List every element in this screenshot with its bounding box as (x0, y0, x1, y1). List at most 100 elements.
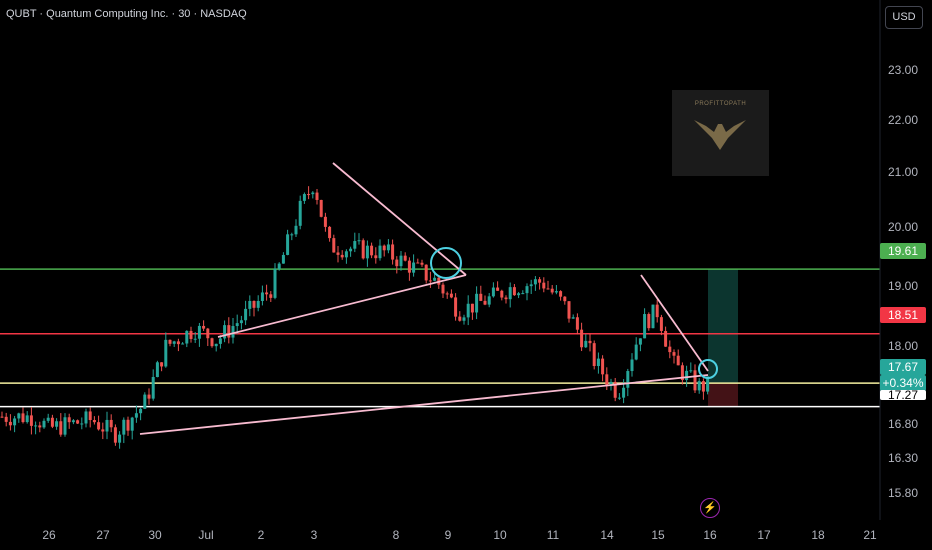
candle-body (504, 297, 508, 300)
watermark-text: PROFITTOPATH (694, 101, 747, 107)
candle-body (155, 362, 159, 378)
candle-body (298, 200, 302, 226)
candle-body (139, 408, 143, 414)
candle-body (160, 362, 164, 367)
candle-body (496, 287, 500, 291)
candle-body (601, 358, 605, 375)
candle-body (412, 262, 416, 273)
watermark-logo: PROFITTOPATH (672, 90, 769, 176)
candle-body (701, 381, 705, 392)
symbol-title[interactable]: QUBT · Quantum Computing Inc. · 30 · NAS… (6, 8, 247, 20)
candle-body (8, 421, 12, 426)
breakout-circle (698, 359, 718, 379)
candle-body (273, 268, 277, 298)
candle-body (676, 355, 680, 366)
candle-body (281, 254, 285, 264)
candle-body (693, 370, 697, 391)
candle-body (475, 293, 479, 313)
candle-body (332, 238, 336, 253)
price-axis-tick: 19.00 (887, 279, 918, 293)
candle-body (244, 308, 248, 321)
candle-body (340, 254, 344, 258)
time-axis-tick: 14 (600, 528, 614, 542)
candle-body (638, 338, 642, 345)
candle-body (550, 288, 554, 293)
candle-body (59, 421, 63, 435)
time-axis-tick: 10 (493, 528, 507, 542)
candle-body (122, 419, 126, 435)
candle-body (424, 264, 428, 281)
candle-body (634, 344, 638, 360)
candle-body (143, 394, 147, 409)
candle-body (525, 286, 529, 294)
time-axis-tick: 17 (757, 528, 771, 542)
time-axis-tick: 11 (546, 528, 560, 542)
candle-body (84, 411, 88, 424)
candle-body (176, 341, 180, 345)
candle-body (17, 413, 21, 419)
candle-body (592, 343, 596, 367)
currency-button[interactable]: USD (885, 6, 923, 29)
candle-body (50, 417, 54, 427)
candle-body (668, 346, 672, 353)
candle-body (164, 339, 168, 367)
candle-body (449, 293, 453, 298)
candle-body (445, 293, 449, 295)
candle-body (647, 314, 651, 329)
time-axis-tick: 16 (703, 528, 717, 542)
candle-body (286, 234, 290, 255)
time-axis-tick: 18 (811, 528, 825, 542)
candle-body (323, 216, 327, 227)
candle-body (34, 425, 38, 427)
candle-body (290, 234, 294, 236)
green-level-label: 19.61 (880, 243, 926, 259)
candle-body (487, 296, 491, 305)
candle-body (588, 340, 592, 344)
candle-body (361, 240, 365, 259)
candle-body (248, 300, 252, 309)
candle-body (454, 297, 458, 317)
candle-body (374, 255, 378, 259)
candle-body (55, 421, 59, 427)
candle-body (521, 293, 525, 295)
candle-body (101, 429, 105, 432)
candle-body (458, 316, 462, 321)
candle-body (214, 343, 218, 347)
candle-body (517, 293, 521, 296)
candle-body (118, 434, 122, 443)
candle-body (512, 287, 516, 296)
candle-body (315, 192, 319, 200)
candle-body (336, 252, 340, 255)
price-axis-tick: 16.80 (887, 417, 918, 431)
candle-body (294, 225, 298, 235)
candle-body (311, 192, 315, 195)
lightning-icon[interactable]: ⚡ (700, 498, 720, 518)
candle-body (483, 300, 487, 305)
candle-body (529, 284, 533, 287)
candle-body (554, 291, 558, 293)
candle-body (659, 317, 663, 331)
trend-line (640, 274, 709, 372)
candle-body (76, 420, 80, 424)
time-axis-tick: 9 (444, 528, 452, 542)
eagle-icon (694, 120, 746, 150)
candle-body (189, 330, 193, 339)
candle-body (370, 245, 374, 256)
candle-body (21, 413, 25, 423)
red-level-label: 18.51 (880, 307, 926, 323)
candle-body (269, 294, 273, 298)
candle-body (622, 387, 626, 398)
candle-body (563, 296, 567, 302)
candle-body (399, 255, 403, 267)
candle-body (559, 291, 563, 297)
candle-body (349, 248, 353, 252)
candle-body (105, 419, 109, 432)
candle-body (584, 340, 588, 348)
candle-body (92, 420, 96, 423)
time-axis-tick: 30 (148, 528, 162, 542)
price-axis-tick: 22.00 (887, 113, 918, 127)
candle-body (256, 300, 260, 308)
candle-body (613, 381, 617, 398)
candle-body (664, 330, 668, 347)
